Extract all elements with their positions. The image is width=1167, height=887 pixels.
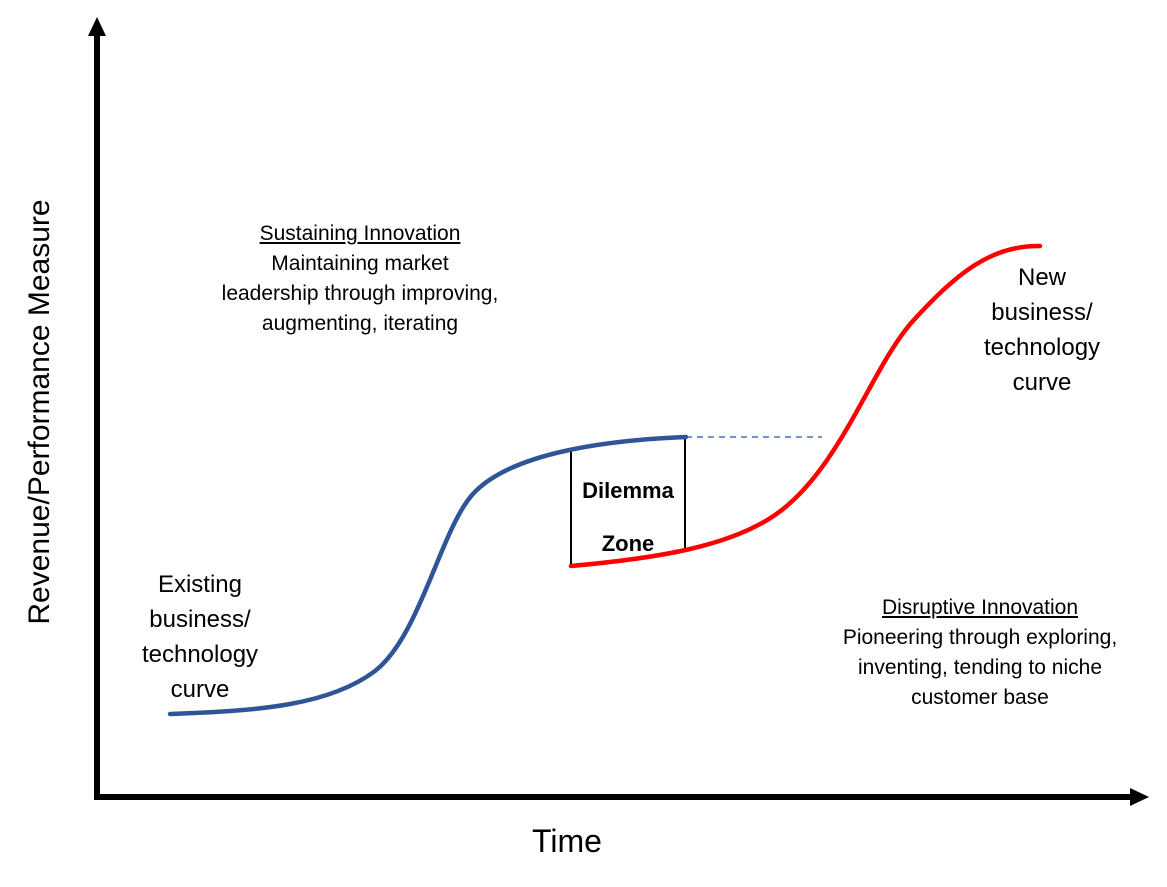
disruptive-innovation-heading: Disruptive Innovation [881, 596, 1079, 619]
dilemma-zone-line-2: Zone [601, 531, 655, 556]
x-axis-arrowhead [1130, 788, 1149, 806]
x-axis-label: Time [532, 823, 602, 859]
sustaining-innovation-annotation: Sustaining Innovation Maintaining market… [200, 219, 520, 339]
y-axis-arrowhead [88, 17, 106, 36]
disruptive-line-1: Pioneering through exploring, [842, 626, 1118, 649]
sustaining-line-3: augmenting, iterating [261, 312, 459, 335]
disruptive-line-2: inventing, tending to niche [857, 656, 1102, 679]
disruptive-line-3: customer base [911, 686, 1049, 709]
sustaining-line-1: Maintaining market [271, 252, 449, 275]
dilemma-zone-line-1: Dilemma [582, 478, 674, 503]
new-curve-label: New business/ technology curve [983, 264, 1101, 396]
existing-curve-label: Existing business/ technology curve [141, 571, 259, 703]
dilemma-zone-label: Dilemma Zone [571, 464, 685, 570]
sustaining-line-2: leadership through improving, [221, 282, 499, 305]
existing-business-curve [167, 434, 689, 717]
new-business-curve [568, 243, 1043, 569]
disruptive-innovation-annotation: Disruptive Innovation Pioneering through… [820, 593, 1140, 713]
sustaining-innovation-heading: Sustaining Innovation [259, 222, 461, 245]
y-axis-label: Revenue/Performance Measure [23, 199, 56, 625]
